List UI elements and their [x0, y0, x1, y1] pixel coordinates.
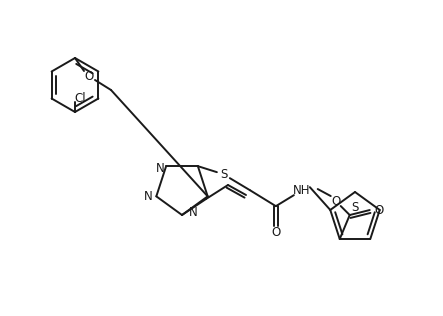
Text: N: N [156, 162, 164, 175]
Text: O: O [84, 70, 93, 82]
Text: O: O [331, 195, 340, 208]
Text: O: O [375, 204, 384, 216]
Text: NH: NH [293, 184, 311, 197]
Text: Cl: Cl [74, 93, 85, 106]
Text: O: O [271, 226, 280, 239]
Text: N: N [144, 190, 153, 203]
Text: S: S [220, 168, 228, 181]
Text: S: S [351, 201, 359, 214]
Text: N: N [189, 206, 198, 220]
